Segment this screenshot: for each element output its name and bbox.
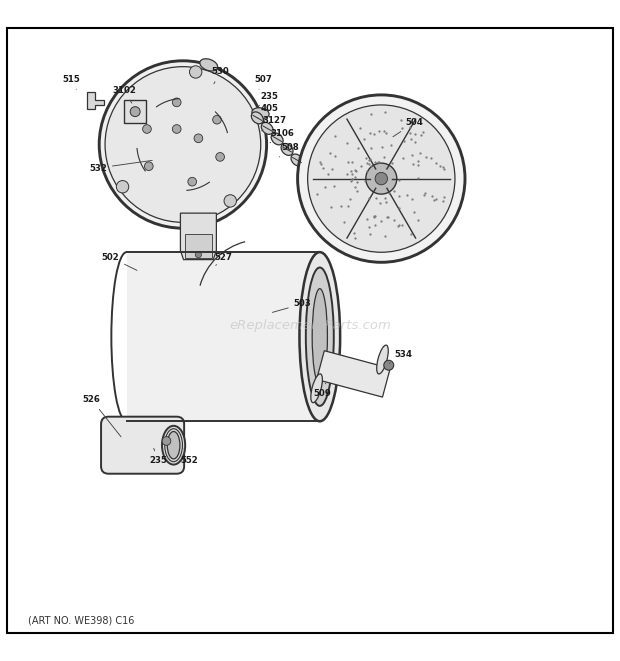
Circle shape <box>117 180 129 193</box>
Circle shape <box>190 65 202 78</box>
Text: 509: 509 <box>314 383 331 398</box>
Text: 552: 552 <box>180 448 198 465</box>
Text: 503: 503 <box>272 299 311 313</box>
Text: eReplacementParts.com: eReplacementParts.com <box>229 319 391 332</box>
Circle shape <box>172 125 181 134</box>
FancyBboxPatch shape <box>124 100 146 124</box>
Polygon shape <box>126 252 320 421</box>
Circle shape <box>130 106 140 116</box>
Text: 405: 405 <box>257 104 278 118</box>
Ellipse shape <box>167 432 180 459</box>
Ellipse shape <box>306 268 334 406</box>
Text: 507: 507 <box>255 75 272 89</box>
Text: 508: 508 <box>279 143 299 157</box>
Circle shape <box>298 95 465 262</box>
Ellipse shape <box>299 252 340 421</box>
Circle shape <box>224 195 236 207</box>
Text: 3127: 3127 <box>262 116 286 131</box>
Ellipse shape <box>271 133 283 145</box>
Polygon shape <box>87 93 104 109</box>
Ellipse shape <box>252 108 269 118</box>
Ellipse shape <box>162 426 185 465</box>
Ellipse shape <box>311 374 322 403</box>
Polygon shape <box>180 213 216 260</box>
Circle shape <box>384 360 394 370</box>
Circle shape <box>143 125 151 134</box>
Text: 526: 526 <box>83 395 121 437</box>
Text: 515: 515 <box>63 75 80 89</box>
Text: 502: 502 <box>102 253 137 270</box>
Ellipse shape <box>281 143 293 155</box>
Circle shape <box>195 252 202 258</box>
Text: 3102: 3102 <box>112 86 136 103</box>
FancyBboxPatch shape <box>185 233 212 258</box>
Circle shape <box>188 177 197 186</box>
Text: 235: 235 <box>259 92 278 106</box>
Circle shape <box>216 153 224 161</box>
Circle shape <box>194 134 203 143</box>
Circle shape <box>144 162 153 171</box>
Text: 534: 534 <box>389 350 412 364</box>
Circle shape <box>213 116 221 124</box>
Ellipse shape <box>251 112 264 124</box>
Text: 530: 530 <box>211 67 229 84</box>
Text: 3106: 3106 <box>270 129 294 143</box>
Circle shape <box>366 163 397 194</box>
Circle shape <box>375 173 388 185</box>
Text: (ART NO. WE398) C16: (ART NO. WE398) C16 <box>28 615 135 626</box>
Circle shape <box>105 67 261 222</box>
Circle shape <box>162 437 171 446</box>
Ellipse shape <box>200 59 218 71</box>
Text: 235: 235 <box>149 448 167 465</box>
Ellipse shape <box>291 154 303 166</box>
Polygon shape <box>317 351 390 397</box>
Circle shape <box>172 98 181 106</box>
Ellipse shape <box>377 345 388 374</box>
FancyBboxPatch shape <box>101 416 184 474</box>
Ellipse shape <box>261 122 273 134</box>
Circle shape <box>99 61 267 228</box>
Ellipse shape <box>312 289 327 385</box>
Text: 527: 527 <box>214 253 232 266</box>
Circle shape <box>308 105 455 253</box>
Text: 532: 532 <box>89 161 153 173</box>
Text: 504: 504 <box>393 118 423 137</box>
